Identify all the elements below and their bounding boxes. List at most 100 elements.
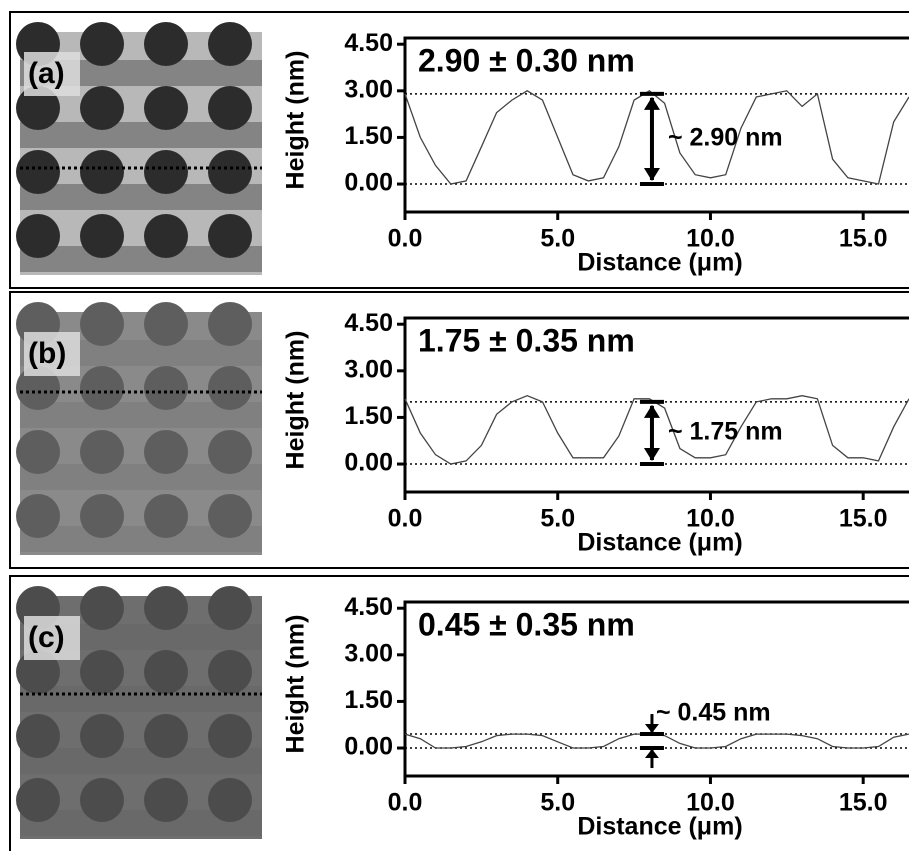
image-dot xyxy=(208,214,252,258)
y-tick-label: 4.50 xyxy=(344,29,393,57)
arrow-head xyxy=(643,448,660,462)
y-axis-label: Height (nm) xyxy=(282,331,310,470)
image-dot xyxy=(80,22,124,66)
x-tick-label: 5.0 xyxy=(540,225,575,253)
image-dot xyxy=(208,366,252,410)
x-tick-label: 15.0 xyxy=(839,225,888,253)
profile-line xyxy=(404,733,909,749)
label-bg xyxy=(24,616,80,660)
image-dot xyxy=(80,650,124,694)
image-dot xyxy=(144,430,188,474)
y-tick-label: 0.00 xyxy=(344,733,393,761)
x-tick-label: 15.0 xyxy=(839,505,888,533)
arrow-head xyxy=(643,404,660,418)
x-axis-label: Distance (μm) xyxy=(577,529,742,557)
x-tick-label: 15.0 xyxy=(839,789,888,817)
image-dot xyxy=(80,430,124,474)
afm-image xyxy=(16,302,262,555)
image-dot xyxy=(144,586,188,630)
label-bg xyxy=(24,332,80,376)
plot-frame xyxy=(403,600,909,778)
x-tick-label: 5.0 xyxy=(540,789,575,817)
y-tick-label: 0.00 xyxy=(344,169,393,197)
image-dot xyxy=(16,150,60,194)
afm-image xyxy=(16,586,262,839)
x-tick-label: 5.0 xyxy=(540,505,575,533)
x-axis-label: Distance (μm) xyxy=(577,813,742,841)
image-dot xyxy=(144,22,188,66)
image-dot xyxy=(208,302,252,346)
image-dot xyxy=(144,302,188,346)
image-dot xyxy=(144,366,188,410)
image-dot xyxy=(80,714,124,758)
image-dot xyxy=(208,650,252,694)
label-bg xyxy=(24,52,80,96)
y-tick-label: 4.50 xyxy=(344,309,393,337)
image-dot xyxy=(208,586,252,630)
image-dot xyxy=(144,494,188,538)
height-arrow xyxy=(639,91,664,187)
image-dot xyxy=(208,86,252,130)
arrow-head xyxy=(644,749,659,759)
image-dot xyxy=(80,586,124,630)
panel-frame xyxy=(9,291,909,569)
image-dot xyxy=(208,778,252,822)
image-dot xyxy=(80,214,124,258)
image-dot xyxy=(16,714,60,758)
image-dot xyxy=(16,86,60,130)
image-dot xyxy=(80,302,124,346)
x-tick-label: 0.0 xyxy=(388,225,423,253)
x-axis-label: Distance (μm) xyxy=(577,249,742,277)
y-tick-label: 0.00 xyxy=(344,449,393,477)
panel-frame xyxy=(9,575,909,851)
image-dot xyxy=(80,494,124,538)
arrow-head xyxy=(643,168,660,182)
x-tick-label: 10.0 xyxy=(686,505,735,533)
panel-frame xyxy=(9,11,909,289)
chart-title: 2.90 ± 0.30 nm xyxy=(418,42,635,78)
height-arrow xyxy=(639,714,664,769)
y-tick-label: 1.50 xyxy=(344,686,393,714)
panel-label: (b) xyxy=(28,337,66,370)
image-dot xyxy=(144,650,188,694)
image-dot xyxy=(208,150,252,194)
plot-frame xyxy=(403,36,909,214)
image-dot xyxy=(16,366,60,410)
y-tick-label: 4.50 xyxy=(344,593,393,621)
y-tick-label: 1.50 xyxy=(344,402,393,430)
image-dot xyxy=(16,494,60,538)
image-dot xyxy=(208,714,252,758)
image-dot xyxy=(80,150,124,194)
chart-title: 1.75 ± 0.35 nm xyxy=(418,322,635,358)
annotation: ~ 1.75 nm xyxy=(668,418,783,446)
arrow-head xyxy=(644,724,659,734)
profile-line xyxy=(404,394,909,465)
x-tick-label: 10.0 xyxy=(686,789,735,817)
y-tick-label: 3.00 xyxy=(344,355,393,383)
x-tick-label: 0.0 xyxy=(388,789,423,817)
afm-image xyxy=(16,22,262,275)
panel-label: (a) xyxy=(28,57,65,90)
image-dot xyxy=(80,366,124,410)
image-dot xyxy=(16,650,60,694)
x-tick-label: 0.0 xyxy=(388,505,423,533)
y-tick-label: 3.00 xyxy=(344,75,393,103)
image-dot xyxy=(16,430,60,474)
y-axis-label: Height (nm) xyxy=(282,51,310,190)
image-dot xyxy=(80,778,124,822)
image-dot xyxy=(16,778,60,822)
image-dot xyxy=(208,430,252,474)
plot-frame xyxy=(403,316,909,494)
image-dot xyxy=(16,214,60,258)
y-tick-label: 1.50 xyxy=(344,122,393,150)
height-arrow xyxy=(639,399,664,467)
chart-title: 0.45 ± 0.35 nm xyxy=(418,606,635,642)
image-dot xyxy=(208,494,252,538)
image-dot xyxy=(208,22,252,66)
y-axis-label: Height (nm) xyxy=(282,615,310,754)
image-dot xyxy=(144,214,188,258)
image-dot xyxy=(80,86,124,130)
profile-line xyxy=(404,90,909,185)
image-dot xyxy=(144,714,188,758)
